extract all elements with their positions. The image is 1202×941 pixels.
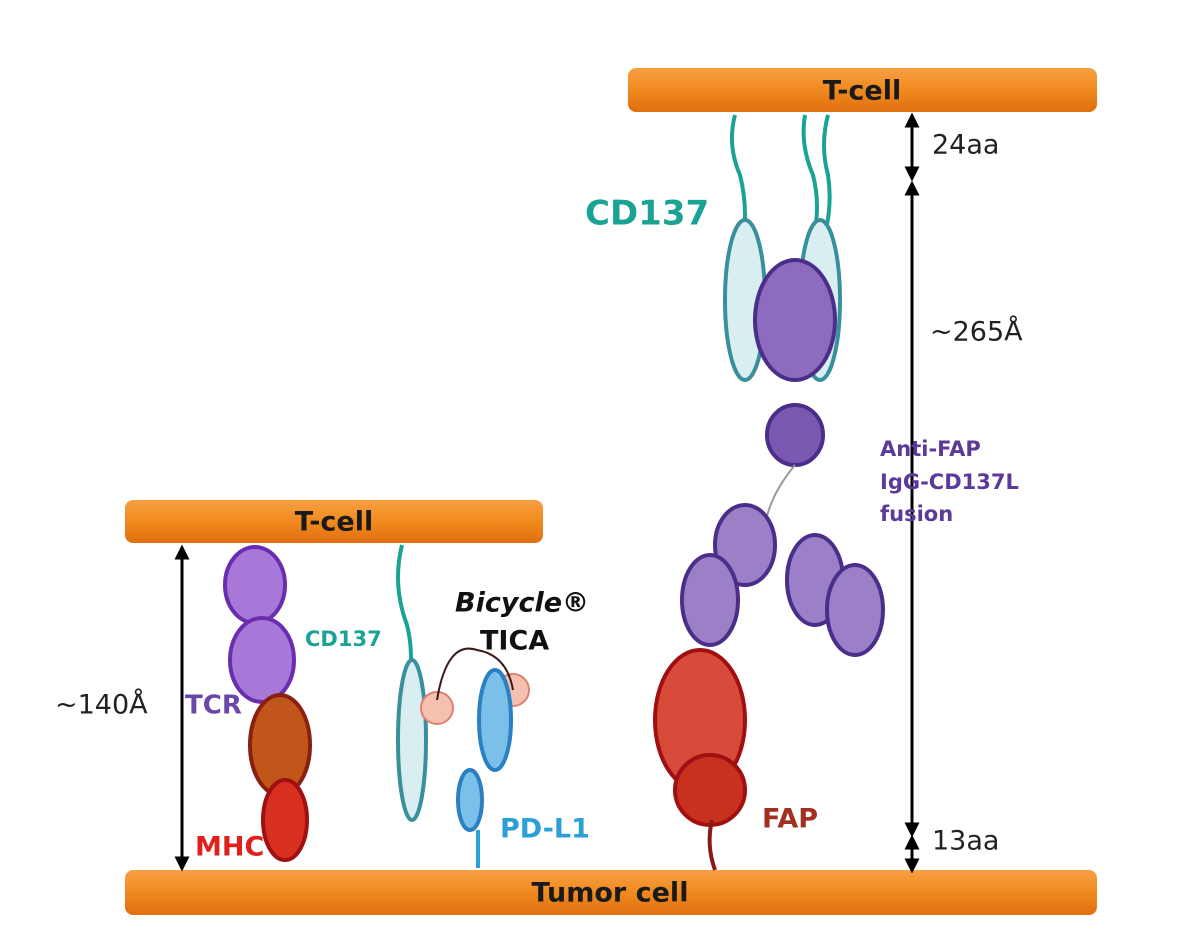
protein-label: PD-L1 xyxy=(500,814,590,845)
membrane-bar xyxy=(125,500,543,543)
distance-label: 13aa xyxy=(932,826,999,857)
protein-structure xyxy=(223,544,530,868)
protein-label: CD137 xyxy=(305,627,382,651)
distance-label: ~140Å xyxy=(55,689,148,721)
distance-label: ~265Å xyxy=(930,316,1023,348)
bicycle-label: TICA xyxy=(480,626,549,657)
protein-label: FAP xyxy=(762,804,818,835)
bar-label: Tumor cell xyxy=(532,878,689,909)
fusion-label: Anti-FAP xyxy=(880,437,981,461)
bicycle-label: Bicycle® xyxy=(455,588,589,619)
membrane-bar xyxy=(628,68,1097,112)
fusion-label: fusion xyxy=(880,502,953,526)
membrane-bar xyxy=(125,870,1097,915)
protein-label: CD137 xyxy=(585,194,709,234)
protein-label: TCR xyxy=(185,691,242,721)
fusion-label: IgG-CD137L xyxy=(880,470,1019,494)
protein-structure xyxy=(653,114,885,871)
bar-label: T-cell xyxy=(823,76,901,107)
protein-label: MHC xyxy=(195,832,264,863)
bar-label: T-cell xyxy=(295,507,373,538)
distance-label: 24aa xyxy=(932,130,999,161)
distance-arrows xyxy=(174,112,920,874)
